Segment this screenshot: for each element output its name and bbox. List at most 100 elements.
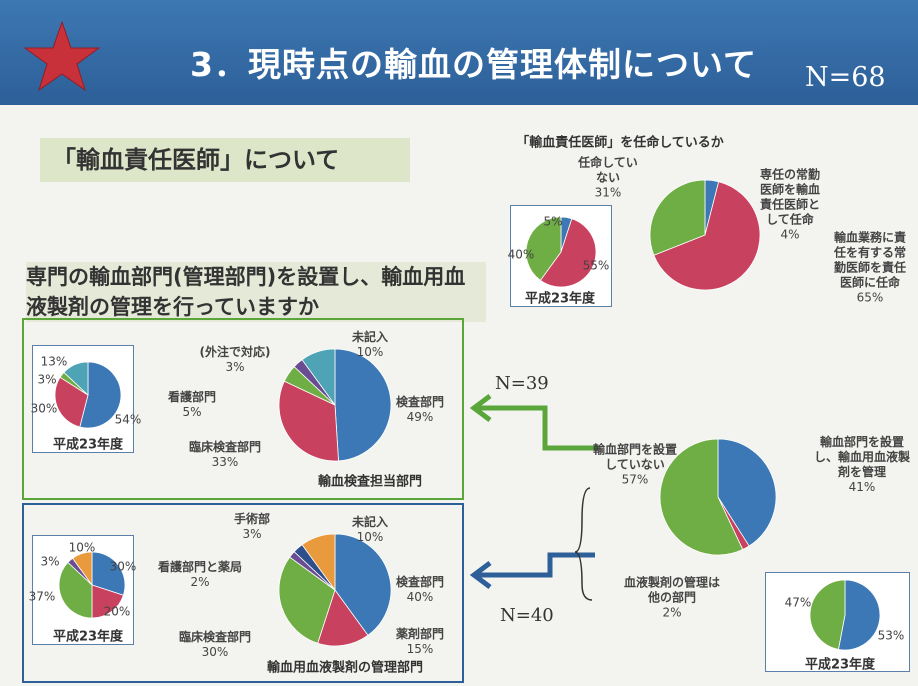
category-label: (外注で対応) bbox=[199, 345, 271, 359]
value-label: 30% bbox=[30, 401, 58, 416]
category-label: 専任の常勤医師を輸血責任医師として任命 bbox=[759, 167, 820, 227]
pie-title: 輸血検査担当部門 bbox=[317, 474, 423, 490]
category-label: 血液製剤の管理は他の部門 bbox=[623, 575, 720, 605]
pie-slice bbox=[54, 376, 89, 428]
slice-label: 30% bbox=[110, 560, 137, 575]
value-label: 10% bbox=[356, 345, 384, 359]
slice-label: 3% bbox=[40, 555, 59, 570]
category-label: 検査部門 bbox=[395, 395, 444, 409]
slice-label: 3% bbox=[37, 373, 56, 388]
pie-slice bbox=[91, 551, 126, 596]
pie-slice bbox=[659, 438, 744, 556]
value-label: 55% bbox=[582, 258, 610, 273]
pie-slice bbox=[653, 181, 761, 291]
category-label: 未記入 bbox=[351, 330, 388, 344]
slice-label: 看護部門と薬局 2% bbox=[155, 560, 245, 590]
category-label: 輸血部門を設置していない bbox=[592, 442, 677, 472]
value-label: 3% bbox=[242, 527, 262, 541]
pie-slice bbox=[79, 361, 122, 429]
section-heading: 「輸血責任医師」について bbox=[40, 138, 410, 182]
value-label: 10% bbox=[68, 540, 96, 555]
green-box bbox=[22, 318, 464, 500]
pie-title: 平成23年度 bbox=[804, 657, 876, 673]
slice-label: 55% bbox=[583, 259, 610, 274]
annotation: N=40 bbox=[500, 605, 554, 626]
value-label: 20% bbox=[103, 604, 131, 619]
slice-label: 37% bbox=[29, 590, 56, 605]
slice-label: 輸血業務に責任を有する常勤医師を責任医師に任命 65% bbox=[830, 231, 910, 306]
pie-title: 平成23年度 bbox=[52, 437, 124, 453]
value-label: 65% bbox=[856, 290, 884, 305]
pie-title: 平成23年度 bbox=[52, 629, 124, 645]
pie-slice bbox=[58, 561, 93, 619]
header-n: N=68 bbox=[805, 62, 886, 93]
category-label: 未記入 bbox=[351, 515, 388, 529]
value-label: 41% bbox=[848, 480, 876, 494]
slice-label: 未記入 10% bbox=[340, 515, 400, 545]
header-bar: 3．現時点の輸血の管理体制について N=68 bbox=[0, 0, 918, 105]
green-arrow bbox=[478, 405, 600, 451]
pie-slice bbox=[278, 556, 336, 644]
value-label: 2% bbox=[662, 605, 682, 620]
category-label: 薬剤部門 bbox=[395, 627, 444, 641]
slice-label: 専任の常勤医師を輸血責任医師として任命 4% bbox=[755, 168, 825, 243]
pie-slice bbox=[837, 579, 881, 651]
value-label: 5% bbox=[182, 405, 202, 419]
value-label: 5% bbox=[543, 214, 563, 229]
category-label: 輸血部門を設置し、輸血用血液製剤を管理 bbox=[813, 435, 910, 479]
value-label: 30% bbox=[201, 645, 229, 659]
slice-label: 54% bbox=[115, 413, 142, 428]
value-label: 13% bbox=[40, 354, 68, 369]
pie-slice bbox=[301, 348, 336, 407]
value-label: 40% bbox=[507, 247, 535, 262]
value-label: 3% bbox=[37, 372, 57, 387]
pie-slice bbox=[63, 361, 89, 396]
value-label: 53% bbox=[877, 628, 905, 643]
slice-label: 検査部門 40% bbox=[385, 575, 455, 605]
slice-label: 未記入 10% bbox=[340, 330, 400, 360]
slice-label: 13% bbox=[41, 355, 68, 370]
value-label: 15% bbox=[406, 642, 434, 656]
pie-slice bbox=[334, 348, 392, 462]
pie-slice bbox=[539, 218, 597, 288]
slice-label: 手術部 3% bbox=[222, 512, 282, 542]
slice-label: 輸血部門を設置し、輸血用血液製剤を管理 41% bbox=[812, 435, 912, 495]
pie-slice bbox=[317, 589, 369, 647]
pie-title: 輸血用血液製剤の管理部門 bbox=[266, 660, 424, 676]
value-label: 3% bbox=[225, 360, 245, 374]
slice-label: 検査部門 49% bbox=[385, 395, 455, 425]
slice-label: 輸血部門を設置していない 57% bbox=[590, 443, 680, 488]
category-label: 臨床検査部門 bbox=[178, 630, 251, 644]
pie-slice bbox=[525, 216, 562, 281]
category-label: 手術部 bbox=[233, 512, 270, 526]
pie-title: 平成23年度 bbox=[524, 291, 596, 307]
pie-title: 「輸血責任医師」を任命しているか bbox=[516, 135, 724, 151]
category-label: 任命していない bbox=[578, 155, 638, 185]
blue-box bbox=[22, 503, 464, 683]
slice-label: 5% bbox=[543, 215, 562, 230]
pie-slice bbox=[809, 579, 846, 650]
slice-label: 臨床検査部門 30% bbox=[170, 630, 260, 660]
header-title: 3．現時点の輸血の管理体制について bbox=[190, 45, 757, 84]
value-label: 2% bbox=[190, 575, 210, 589]
slice-label: 53% bbox=[878, 629, 905, 644]
slice-label: 20% bbox=[104, 605, 131, 620]
blue-arrow bbox=[478, 552, 595, 578]
value-label: 4% bbox=[780, 227, 800, 242]
value-label: 30% bbox=[109, 559, 137, 574]
green-arrow-head bbox=[469, 394, 492, 422]
pie-slice bbox=[301, 533, 336, 592]
slice-label: 47% bbox=[785, 596, 812, 611]
slice-label: 血液製剤の管理は他の部門 2% bbox=[622, 576, 722, 621]
category-label: 検査部門 bbox=[395, 575, 444, 589]
annotation: N=39 bbox=[495, 373, 549, 394]
slice-label: 薬剤部門 15% bbox=[385, 627, 455, 657]
slice-label: 任命していない 31% bbox=[573, 156, 643, 201]
star-icon bbox=[23, 20, 101, 92]
slice-label: 30% bbox=[31, 402, 58, 417]
pie-slice bbox=[91, 584, 124, 619]
slice-label: 看護部門 5% bbox=[157, 390, 227, 420]
pie-slice bbox=[334, 533, 392, 636]
category-label: 臨床検査部門 bbox=[188, 440, 261, 454]
